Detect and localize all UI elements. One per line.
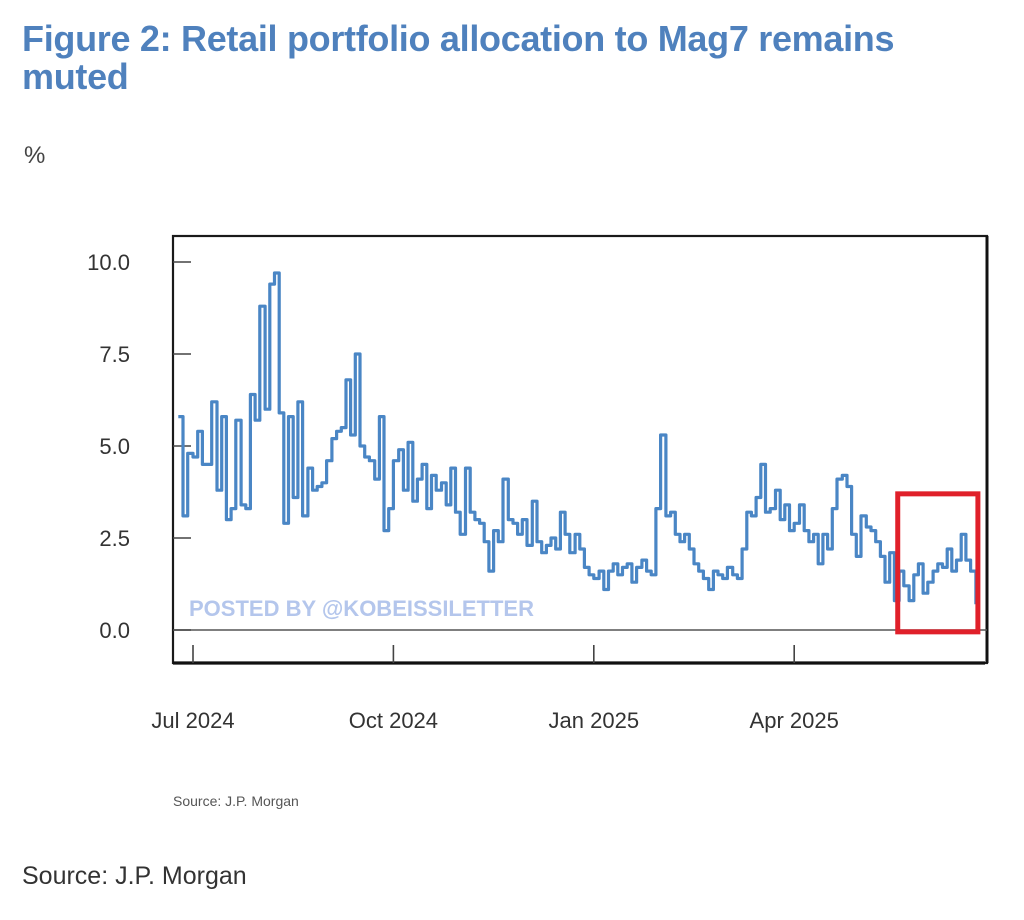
- y-axis: 0.0 2.5 5.0 7.5 10.0: [87, 250, 191, 643]
- chart-source-note: Source: J.P. Morgan: [173, 793, 299, 809]
- x-tick-label: Jan 2025: [549, 708, 640, 733]
- y-tick-label: 10.0: [87, 250, 130, 275]
- y-tick-label: 2.5: [99, 526, 130, 551]
- series-group: [0, 271, 978, 605]
- series-line: [178, 271, 978, 605]
- highlight-box: [895, 491, 981, 635]
- highlight-group: [895, 491, 981, 635]
- x-tick-label: Jul 2024: [151, 708, 234, 733]
- y-unit-label: %: [24, 142, 46, 169]
- figure-title: Figure 2: Retail portfolio allocation to…: [22, 18, 895, 97]
- x-tick-label: Oct 2024: [349, 708, 438, 733]
- watermark-text: POSTED BY @KOBEISSILETTER: [189, 596, 534, 621]
- x-tick-label: Apr 2025: [750, 708, 839, 733]
- y-tick-label: 5.0: [99, 434, 130, 459]
- y-tick-label: 7.5: [99, 342, 130, 367]
- plot-frame: [171, 234, 989, 665]
- x-axis: Jul 2024 Oct 2024 Jan 2025 Apr 2025: [151, 645, 839, 733]
- page-source-note: Source: J.P. Morgan: [22, 862, 247, 890]
- y-tick-label: 0.0: [99, 618, 130, 643]
